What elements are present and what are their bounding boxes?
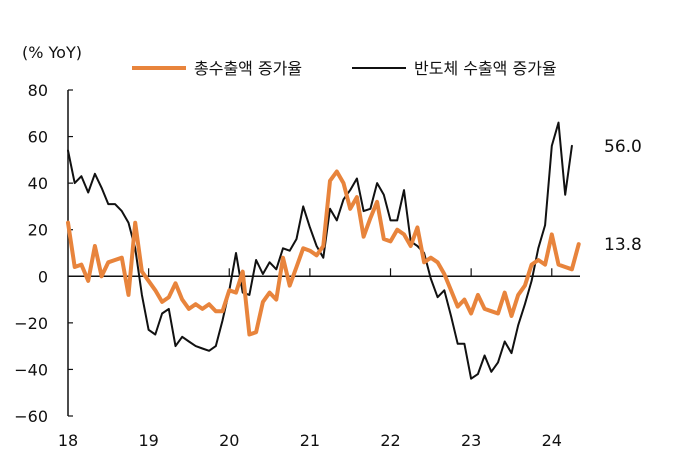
series-layer [66, 121, 581, 380]
series-line-total-exports [66, 169, 581, 337]
y-tick-label: 20 [28, 221, 48, 240]
x-tick-label: 20 [219, 431, 239, 450]
x-tick-label: 19 [138, 431, 158, 450]
x-tick-label: 24 [542, 431, 562, 450]
x-axis: 18 19 20 21 22 23 24 [58, 268, 580, 450]
y-tick-label: −20 [14, 314, 48, 333]
legend-label-semiconductor-exports: 반도체 수출액 증가율 [414, 59, 557, 78]
y-axis-unit-label: (% YoY) [22, 43, 82, 62]
end-label-semiconductor-exports: 56.0 [604, 137, 642, 157]
y-tick-label: 0 [38, 267, 48, 286]
x-tick-label: 22 [380, 431, 400, 450]
y-tick-label: 60 [28, 128, 48, 147]
legend-label-total-exports: 총수출액 증가율 [194, 59, 302, 78]
y-tick-label: 40 [28, 174, 48, 193]
end-label-total-exports: 13.8 [604, 235, 642, 255]
y-tick-label: −60 [14, 407, 48, 426]
x-tick-label: 23 [461, 431, 481, 450]
x-tick-label: 18 [58, 431, 78, 450]
y-tick-label: −40 [14, 360, 48, 379]
y-axis: 80 60 40 20 0 −20 −40 −60 [14, 81, 73, 426]
x-tick-label: 21 [300, 431, 320, 450]
y-tick-label: 80 [28, 81, 48, 100]
legend: 총수출액 증가율 반도체 수출액 증가율 [132, 59, 557, 78]
